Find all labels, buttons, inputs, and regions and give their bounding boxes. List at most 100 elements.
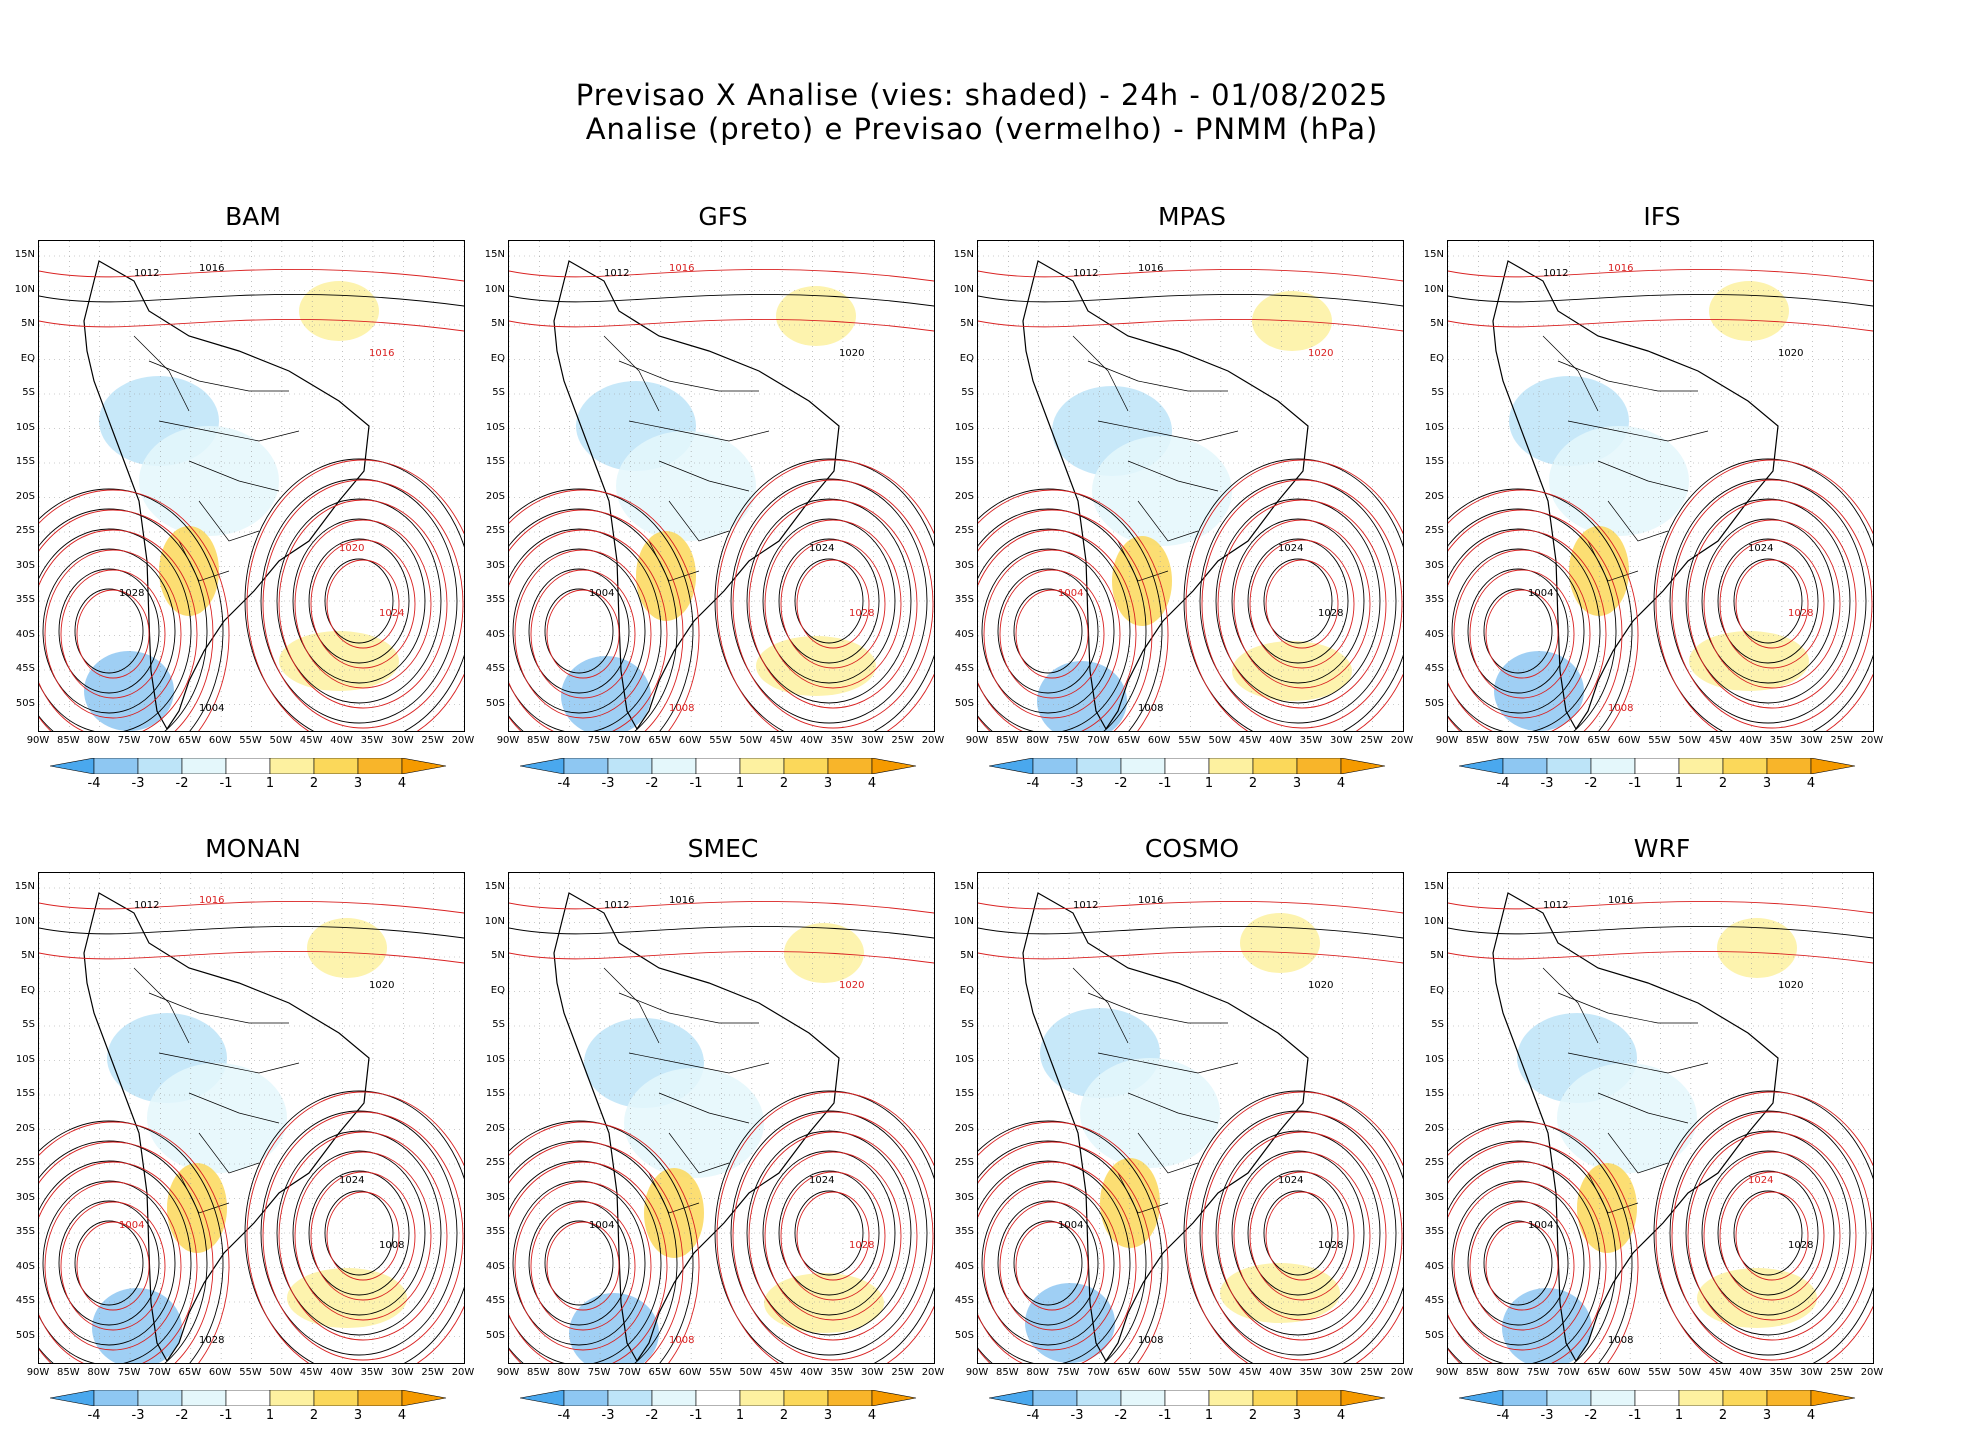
lat-tick-label: 15S bbox=[15, 456, 35, 467]
map-wrf[interactable]: 1012 1016 1020 1024 1028 1004 1008 bbox=[1447, 872, 1874, 1364]
colorbar-ifs bbox=[1459, 758, 1856, 774]
isobar-analysis bbox=[714, 458, 934, 731]
map-smec[interactable]: 1012 1016 1020 1024 1028 1004 1008 bbox=[508, 872, 935, 1364]
country-border bbox=[1127, 1092, 1219, 1124]
country-border bbox=[603, 335, 660, 412]
lon-tick-label: 35W bbox=[360, 1367, 384, 1378]
bias-shading bbox=[1037, 661, 1127, 731]
isobar-line bbox=[1448, 925, 1873, 939]
lon-tick-label: 85W bbox=[57, 1367, 80, 1378]
isobar-line bbox=[1448, 268, 1873, 282]
map-gfs[interactable]: 1012 1016 1020 1024 1028 1004 1008 bbox=[508, 240, 935, 732]
country-border bbox=[1097, 1052, 1239, 1074]
country-border bbox=[1597, 460, 1689, 492]
isobar-label: 1028 bbox=[849, 608, 874, 619]
isobar-line bbox=[978, 950, 1403, 964]
map-ifs[interactable]: 1012 1016 1020 1024 1028 1004 1008 bbox=[1447, 240, 1874, 732]
colorbar-swatch bbox=[1766, 1390, 1812, 1406]
isobar-line bbox=[1448, 950, 1873, 964]
colorbar-swatch bbox=[269, 758, 315, 774]
lat-tick-label: 10S bbox=[1424, 1053, 1444, 1065]
lon-tick-label: 35W bbox=[1769, 735, 1793, 746]
lon-tick-label: 90W bbox=[1435, 1367, 1459, 1378]
lat-tick-label: 20S bbox=[485, 1122, 505, 1134]
isobar-label: 1008 bbox=[669, 1335, 694, 1346]
isobar-line bbox=[509, 925, 934, 939]
isobar-analysis bbox=[512, 1180, 646, 1346]
map-bam[interactable]: 1012 1016 1016 1020 1024 1028 1004 bbox=[38, 240, 465, 732]
lon-tick-label: 20W bbox=[451, 735, 475, 746]
isobar-forecast bbox=[978, 1121, 1169, 1363]
isobar-line bbox=[509, 293, 934, 307]
colorbar-label: -2 bbox=[1584, 1408, 1598, 1423]
colorbar-swatch bbox=[1502, 758, 1548, 774]
isobar-label: 1008 bbox=[1138, 1335, 1163, 1346]
isobar-analysis bbox=[778, 1170, 880, 1296]
colorbar-swatch bbox=[1546, 1390, 1592, 1406]
isobar-forecast bbox=[39, 489, 230, 731]
coastline bbox=[553, 892, 840, 1363]
map-cosmo[interactable]: 1012 1016 1020 1024 1028 1004 1008 bbox=[977, 872, 1404, 1364]
bias-shading bbox=[1557, 1063, 1697, 1173]
isobar-forecast bbox=[1448, 529, 1607, 731]
isobar-forecast bbox=[1703, 1151, 1841, 1321]
lat-tick-label: 40S bbox=[485, 628, 505, 640]
isobar-forecast bbox=[509, 1161, 668, 1363]
lat-tick-label: 25S bbox=[1424, 525, 1444, 536]
isobar-label: 1012 bbox=[1543, 900, 1568, 911]
colorbar-swatch bbox=[137, 758, 183, 774]
lon-tick-label: 70W bbox=[618, 735, 641, 746]
country-border bbox=[1087, 992, 1228, 1024]
lat-tick-label: EQ bbox=[959, 352, 974, 364]
colorbar-swatch bbox=[827, 1390, 873, 1406]
colorbar-label: 4 bbox=[1806, 776, 1816, 791]
lat-tick-label: 35S bbox=[1424, 1226, 1444, 1237]
lon-tick-label: 45W bbox=[1238, 735, 1262, 746]
isobar-forecast bbox=[1201, 479, 1403, 729]
isobar-label: 1008 bbox=[1138, 703, 1163, 714]
isobar-line bbox=[978, 293, 1403, 307]
country-border bbox=[658, 1092, 750, 1124]
lon-tick-label: 80W bbox=[87, 1367, 111, 1378]
lat-tick-label: 20S bbox=[485, 490, 505, 502]
isobar-forecast bbox=[262, 479, 464, 729]
isobar-label: 1024 bbox=[1748, 543, 1773, 554]
lat-tick-label: 10S bbox=[485, 421, 505, 433]
isobar-forecast bbox=[60, 1201, 166, 1331]
colorbar-swatch bbox=[401, 1390, 447, 1406]
isobar-analysis bbox=[1467, 1200, 1569, 1326]
isobar-forecast bbox=[278, 1131, 448, 1341]
lon-tick-label: 75W bbox=[1056, 735, 1080, 746]
isobar-label: 1020 bbox=[839, 348, 864, 359]
isobar-analysis bbox=[1483, 588, 1553, 674]
panel-title-wrf: WRF bbox=[1633, 834, 1691, 863]
isobar-forecast bbox=[1655, 1091, 1873, 1363]
isobar-analysis bbox=[1215, 1130, 1381, 1336]
map-mpas[interactable]: 1012 1016 1020 1024 1028 1004 1008 bbox=[977, 240, 1404, 732]
isobar-forecast bbox=[1185, 459, 1403, 731]
lon-tick-label: 80W bbox=[87, 735, 111, 746]
bias-shading bbox=[1689, 631, 1809, 691]
isobar-label: 1016 bbox=[669, 263, 694, 274]
lat-tick-label: 10N bbox=[1423, 915, 1444, 927]
lat-tick-label: 35S bbox=[485, 594, 505, 605]
lon-tick-label: 60W bbox=[678, 1367, 702, 1378]
isobar-label: 1020 bbox=[369, 980, 394, 991]
lat-tick-label: 50S bbox=[1424, 697, 1444, 709]
panel-title-ifs: IFS bbox=[1643, 202, 1681, 231]
panel-title-monan: MONAN bbox=[205, 834, 301, 863]
colorbar-swatch bbox=[1459, 1390, 1504, 1406]
country-border bbox=[188, 1092, 280, 1124]
map-monan[interactable]: 1012 1016 1020 1024 1008 1004 1028 bbox=[38, 872, 465, 1364]
country-border bbox=[158, 420, 300, 442]
isobar-analysis bbox=[978, 488, 1163, 731]
country-border bbox=[1072, 967, 1129, 1044]
country-border bbox=[658, 460, 750, 492]
lon-tick-label: 60W bbox=[208, 735, 232, 746]
colorbar-swatch bbox=[1634, 1390, 1680, 1406]
isobar-analysis bbox=[544, 588, 614, 674]
isobar-forecast bbox=[1249, 1171, 1355, 1301]
isobar-forecast bbox=[1671, 479, 1873, 729]
isobar-label: 1020 bbox=[1308, 348, 1333, 359]
isobar-forecast bbox=[39, 529, 198, 731]
